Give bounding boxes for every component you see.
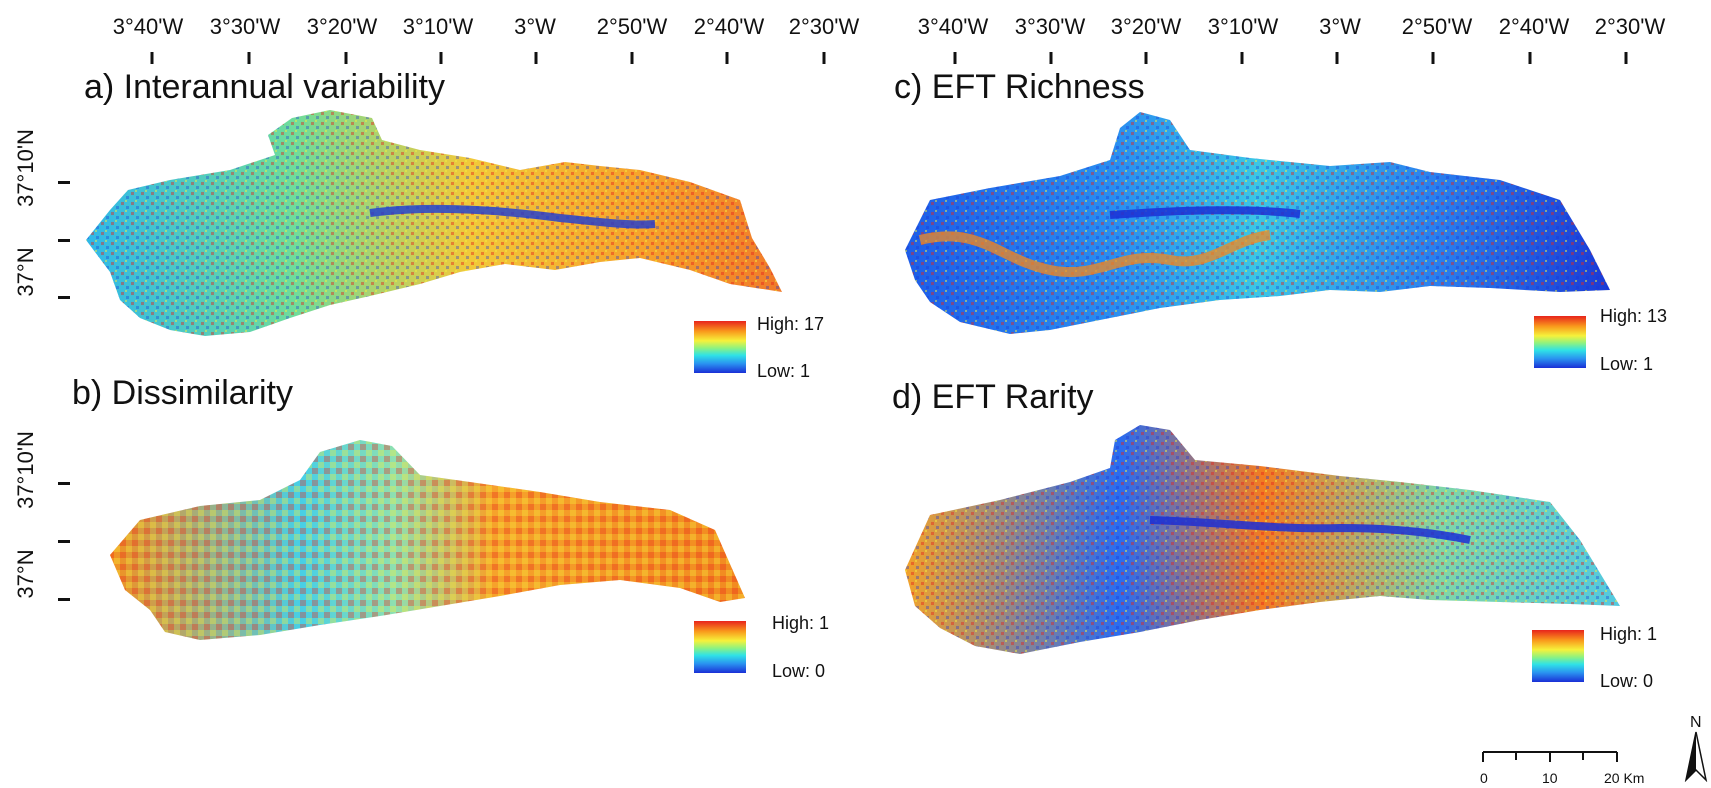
lon-tick [1049,52,1053,64]
lon-label: 2°40'W [693,14,765,39]
lon-tick [953,52,957,64]
scale-label-0: 0 [1480,770,1488,786]
panel-title-d: d) EFT Rarity [892,378,1094,416]
legend-low-label: Low: 0 [1600,671,1654,691]
scale-bar-graphic [1482,751,1618,762]
lon-tick [1528,52,1532,64]
panel-title-a: a) Interannual variability [84,68,445,106]
lon-label: 2°50'W [1401,14,1473,39]
lon-label: 3°10'W [402,14,474,39]
lon-tick [822,52,826,64]
scale-label-20km: 20 Km [1604,770,1645,786]
lon-label: 3°30'W [209,14,281,39]
map-panel-c [905,112,1610,334]
scale-label-10: 10 [1542,770,1558,786]
lon-label: 3°30'W [1014,14,1086,39]
lon-label: 3°W [514,14,556,39]
legend-color-ramp [1534,316,1586,368]
map-panel-d [905,425,1620,654]
legend-color-ramp [694,621,746,673]
lon-tick [1144,52,1148,64]
lon-tick [1431,52,1435,64]
lon-label: 2°50'W [596,14,668,39]
lon-tick [150,52,154,64]
legend-high-label: High: 13 [1600,306,1668,326]
panel-title-b: b) Dissimilarity [72,374,293,412]
legend-low-label: Low: 1 [757,361,811,381]
legend-high-label: High: 17 [757,314,825,334]
legend-color-ramp [694,321,746,373]
lon-label: 2°30'W [788,14,860,39]
lon-label: 3°40'W [917,14,989,39]
legend-color-ramp [1532,630,1584,682]
lon-tick [630,52,634,64]
north-label: N [1690,714,1702,731]
lat-tick [58,540,70,543]
lon-tick [344,52,348,64]
lon-tick [439,52,443,64]
lat-tick [58,296,70,299]
lat-tick [58,181,70,184]
lon-tick [247,52,251,64]
lon-label: 3°20'W [306,14,378,39]
panel-title-c: c) EFT Richness [894,68,1145,106]
lon-label: 2°30'W [1594,14,1666,39]
lat-tick [58,239,70,242]
lat-tick [58,482,70,485]
map-panel-b [110,440,745,640]
lon-tick [725,52,729,64]
lon-tick [534,52,538,64]
lon-label: 3°20'W [1110,14,1182,39]
lat-tick [58,598,70,601]
lon-tick [1335,52,1339,64]
lon-tick [1624,52,1628,64]
north-arrow-icon [1684,731,1708,782]
legend-low-label: Low: 1 [1600,354,1654,374]
legend-high-label: High: 1 [772,613,830,633]
lon-label: 3°W [1319,14,1361,39]
legend-high-label: High: 1 [1600,624,1658,644]
lon-label: 2°40'W [1498,14,1570,39]
legend-low-label: Low: 0 [772,661,826,681]
lon-label: 3°10'W [1207,14,1279,39]
lon-label: 3°40'W [112,14,184,39]
lon-tick [1240,52,1244,64]
map-panel-a [86,110,782,336]
